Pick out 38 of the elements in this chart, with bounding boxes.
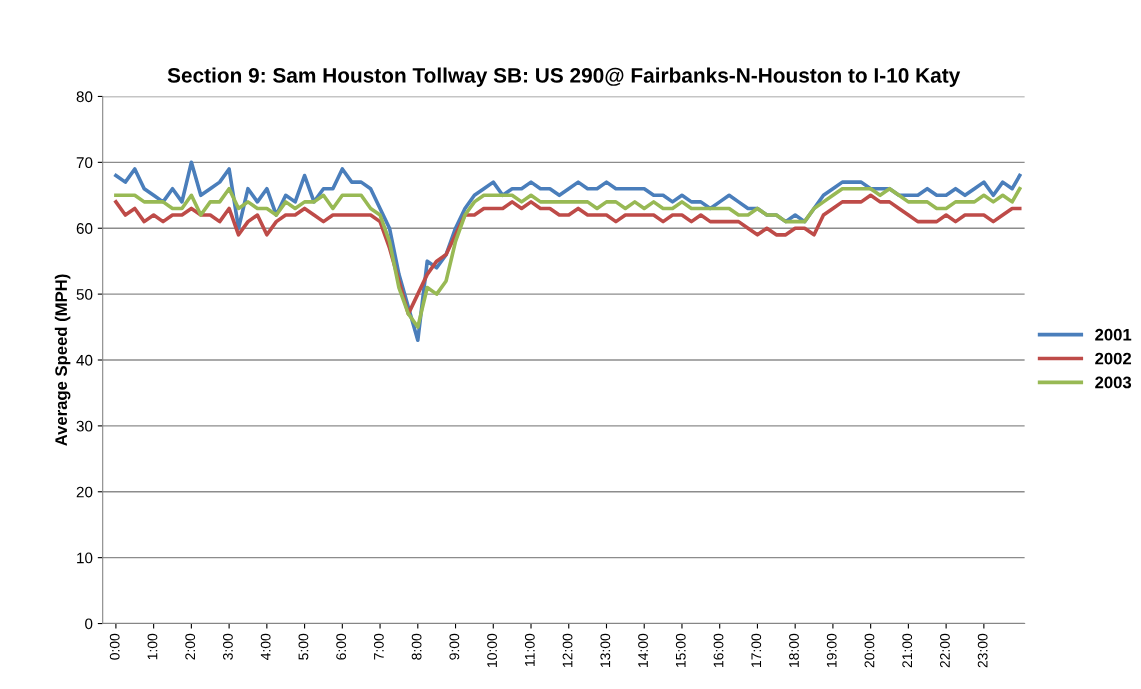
y-tick-label: 20 [76, 486, 93, 498]
x-tick-label: 2:00 [185, 633, 196, 660]
x-tick-label: 19:00 [826, 633, 837, 667]
x-tick-label: 8:00 [411, 633, 422, 660]
x-tick-label: 6:00 [336, 633, 347, 660]
x-tick-label: 7:00 [373, 633, 384, 660]
x-tick-label: 18:00 [789, 633, 799, 667]
y-tick-label: 0 [85, 618, 93, 630]
y-tick-label: 80 [76, 91, 93, 103]
y-tick-label: 40 [76, 354, 93, 366]
y-axis-title: Average Speed (MPH) [54, 274, 71, 446]
x-tick-label: 21:00 [902, 633, 913, 668]
x-tick-label: 3:00 [223, 633, 233, 660]
x-tick-label: 20:00 [864, 633, 875, 668]
x-tick-label: 5:00 [298, 633, 309, 660]
x-tick-label: 15:00 [675, 633, 686, 667]
x-tick-label: 14:00 [638, 633, 648, 667]
y-tick-label: 70 [76, 157, 93, 169]
x-tick-label: 17:00 [751, 633, 762, 667]
y-tick-label: 60 [76, 223, 93, 234]
x-tick-label: 4:00 [260, 633, 271, 660]
legend-label: 2002 [1095, 352, 1132, 365]
y-tick-label: 30 [76, 420, 93, 432]
x-tick-label: 1:00 [147, 633, 158, 660]
x-tick-label: 12:00 [562, 633, 573, 667]
legend-label: 2003 [1095, 376, 1132, 389]
x-tick-label: 10:00 [487, 633, 497, 667]
x-tick-label: 16:00 [713, 633, 724, 667]
y-tick-label: 50 [76, 288, 93, 300]
legend-label: 2001 [1095, 328, 1132, 341]
x-tick-label: 22:00 [940, 633, 950, 668]
y-tick-label: 10 [77, 552, 93, 564]
x-tick-label: 9:00 [449, 633, 460, 660]
x-tick-label: 11:00 [524, 633, 535, 666]
x-tick-label: 13:00 [600, 633, 611, 667]
x-tick-label: 23:00 [977, 633, 988, 668]
x-tick-label: 0:00 [109, 633, 120, 660]
chart-title: Section 9: Sam Houston Tollway SB: US 290@ Fairbanks-N-Houston to I-10 Katy [167, 67, 961, 87]
